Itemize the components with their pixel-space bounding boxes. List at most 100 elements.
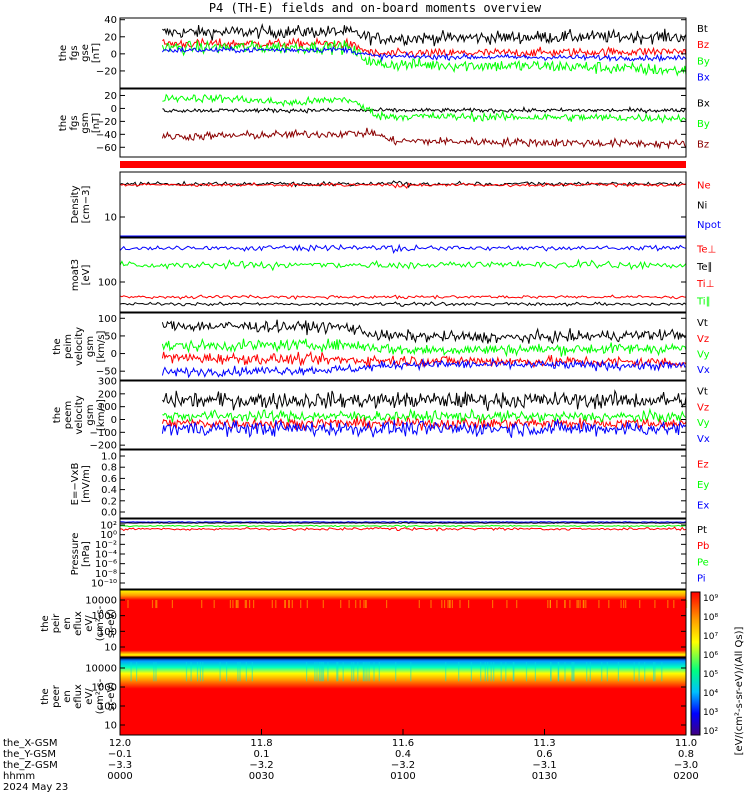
spectrogram-streak — [582, 600, 584, 609]
spectrogram-streak — [300, 600, 302, 609]
ytick-label-panel-5: 200 — [98, 389, 117, 400]
series-Bx — [161, 44, 687, 63]
ylabel-line: [nT] — [91, 43, 102, 63]
legend-By: By — [697, 56, 710, 67]
ylabel-line: eV/ — [84, 615, 95, 632]
spectrogram-streak — [449, 600, 451, 609]
spectrogram-streak — [378, 662, 380, 682]
ytick-label-panel-7: 10⁻² — [95, 540, 117, 551]
panel-frame-1 — [119, 88, 687, 158]
spectrogram-streak — [226, 662, 228, 682]
spectrogram-streak — [673, 600, 675, 609]
ytick-label-panel-9: 1000 — [92, 683, 117, 694]
ylabel-line: [cm−3] — [81, 186, 92, 224]
spectrogram-streak — [340, 600, 342, 609]
spectrogram-streak — [245, 662, 247, 682]
series-Vy — [162, 407, 687, 425]
series-Vx — [161, 419, 687, 439]
xaxis-value: 0130 — [532, 771, 557, 782]
spectrogram-streak — [357, 662, 359, 682]
spectrogram-streak — [576, 600, 578, 609]
ytick-label-panel-6: 0.2 — [101, 496, 117, 507]
ytick-label-panel-7: 10⁻¹⁰ — [91, 579, 117, 590]
series-Bz — [161, 127, 687, 150]
ylabel-panel-4: thepeimvelocitygsm[km/s] — [52, 327, 107, 366]
ytick-label-panel-7: 10⁰ — [100, 530, 117, 541]
series-Pt — [119, 521, 687, 524]
spectrogram-streak — [359, 600, 361, 609]
spectrogram-streak — [445, 662, 447, 682]
spectrogram-streak — [447, 600, 449, 609]
spectrogram-streak — [130, 662, 132, 682]
series-By — [162, 93, 687, 124]
legend-Vz: Vz — [697, 402, 709, 413]
series-Vz — [161, 350, 687, 369]
xaxis-value: −0.1 — [108, 749, 132, 760]
spectrogram-streak — [275, 600, 277, 609]
xaxis-value: −3.3 — [108, 760, 132, 771]
xaxis-date: 2024 May 23 — [3, 782, 68, 793]
spectrogram-streak — [459, 600, 461, 609]
ytick-label-panel-8: 10000 — [85, 596, 117, 607]
ylabel-line: peer — [51, 684, 62, 708]
xaxis-value: 0.6 — [537, 749, 553, 760]
spectrogram-streak — [505, 662, 507, 682]
quality-flag-bar — [120, 161, 686, 168]
legend-Bx: Bx — [697, 73, 710, 84]
spectrogram-streak — [577, 600, 579, 609]
panel-frame-6 — [119, 449, 687, 519]
spectrogram-streak — [623, 600, 625, 609]
legend-Ez: Ez — [697, 460, 709, 471]
spectrogram-streak — [201, 600, 203, 609]
spectrogram-streak — [557, 662, 559, 682]
spectrogram-streak — [337, 662, 339, 682]
spectrogram-streak — [213, 600, 215, 609]
xaxis-value: 11.3 — [533, 738, 555, 749]
ylabel-line: the — [40, 615, 51, 631]
spectrogram-streak — [547, 600, 549, 609]
spectrogram-streak — [569, 600, 571, 609]
colorbar-label: [eV/(cm²-s-sr-eV)/(All Qs)] — [734, 627, 745, 756]
ytick-label-panel-7: 10⁻⁸ — [95, 569, 117, 580]
spectrogram-streak — [155, 600, 157, 609]
colorbar-tick: 10² — [703, 727, 718, 737]
spectrogram-streak — [644, 662, 646, 682]
spectrogram-streak — [430, 600, 432, 609]
spectrogram-streak — [468, 600, 470, 609]
spectrogram-streak — [239, 662, 241, 682]
xaxis-value: 0030 — [249, 771, 274, 782]
legend-Te⊥: Te⊥ — [696, 245, 716, 256]
spectrogram-streak — [564, 662, 566, 682]
ytick-label-panel-5: 0 — [111, 415, 117, 426]
spectrogram-streak — [586, 662, 588, 682]
spectrogram-streak — [653, 662, 655, 682]
legend-Ni: Ni — [697, 200, 707, 211]
ylabel-line: velocity — [74, 327, 85, 366]
ylabel-line: E=−VxB — [70, 463, 81, 506]
legend-By: By — [697, 119, 710, 130]
ylabel-panel-2: Density[cm−3] — [70, 185, 92, 223]
xaxis-value: −3.0 — [674, 760, 698, 771]
ylabel-line: the — [52, 338, 63, 354]
spectrogram-streak — [589, 662, 591, 682]
spectrogram-streak — [237, 662, 239, 682]
ylabel-line: [km/s] — [96, 399, 107, 431]
ylabel-panel-7: Pressure[nPa] — [70, 533, 92, 576]
ytick-label-panel-6: 0.4 — [101, 485, 117, 496]
spectrogram-streak — [654, 600, 656, 609]
colorbar-tick: 10⁵ — [703, 670, 718, 680]
ytick-label-panel-6: 1.0 — [101, 452, 117, 463]
spectrogram-streak — [235, 600, 237, 609]
spectrogram-streak — [365, 600, 367, 609]
spectrogram-streak — [549, 600, 551, 609]
ylabel-line: moat3 — [70, 259, 81, 291]
spectrogram-streak — [480, 662, 482, 682]
spectrogram-streak — [322, 662, 325, 682]
spectrogram-streak — [284, 600, 286, 609]
xaxis-value: −3.1 — [532, 760, 556, 771]
legend-Ne: Ne — [697, 181, 711, 192]
colorbar-tick: 10⁶ — [703, 651, 718, 661]
spectrogram-streak — [342, 662, 344, 682]
legend-Vx: Vx — [697, 365, 710, 376]
